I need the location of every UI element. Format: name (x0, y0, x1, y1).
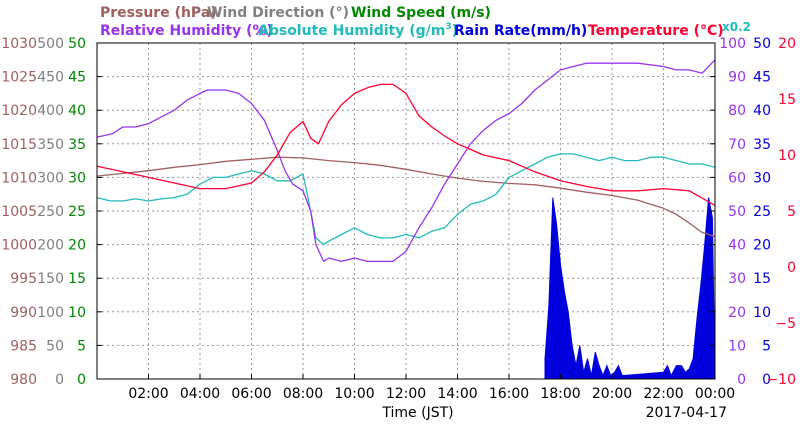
series-rain-rate (544, 197, 716, 380)
left-axes: 1030102510201015101010051000995990985980… (1, 36, 86, 388)
tick-label-wind-direction: 250 (37, 204, 64, 220)
tick-label-wind-direction: 0 (55, 372, 64, 388)
tick-label-wind-direction: 350 (37, 137, 64, 153)
tick-label-wind-speed: 0 (77, 372, 86, 388)
tick-label-pressure: 1015 (1, 137, 37, 153)
x-tick-label: 14:00 (437, 386, 477, 402)
x-tick-label: 10:00 (334, 386, 374, 402)
series-pressure (96, 156, 716, 238)
tick-label-relative-humidity: 40 (728, 238, 746, 254)
tick-label-relative-humidity: 90 (728, 70, 746, 86)
tick-label-temperature: 10 (778, 148, 796, 164)
legend-rain-rate: Rain Rate(mm/h) (454, 23, 587, 39)
tick-label-temperature: −5 (775, 316, 796, 332)
x-tick-label: 20:00 (592, 386, 632, 402)
tick-label-pressure: 1020 (1, 103, 37, 119)
tick-label-wind-speed: 10 (68, 305, 86, 321)
tick-label-wind-speed: 5 (77, 338, 86, 354)
tick-label-relative-humidity: 80 (728, 103, 746, 119)
tick-label-wind-speed: 20 (68, 238, 86, 254)
tick-label-pressure: 985 (10, 338, 37, 354)
x-tick-label: 08:00 (283, 386, 323, 402)
tick-label-wind-direction: 100 (37, 305, 64, 321)
x-tick-label: 00:00 (695, 386, 735, 402)
tick-label-relative-humidity: 10 (728, 338, 746, 354)
tick-label-rain-rate: 5 (762, 338, 771, 354)
tick-label-wind-speed: 40 (68, 103, 86, 119)
tick-label-wind-direction: 200 (37, 238, 64, 254)
plot-area (96, 59, 716, 380)
x-tick-label: 18:00 (540, 386, 580, 402)
tick-label-rain-rate: 20 (753, 238, 771, 254)
legend-relative-humidity: Relative Humidity (%) (100, 23, 273, 39)
legend-wind-direction: Wind Direction (°) (207, 5, 349, 21)
tick-label-rain-rate: 45 (753, 70, 771, 86)
right-axes: 1009080706050403020100504540353025201510… (719, 36, 796, 388)
tick-label-rain-rate: 10 (753, 305, 771, 321)
tick-label-pressure: 1000 (1, 238, 37, 254)
tick-label-relative-humidity: 60 (728, 170, 746, 186)
tick-label-temperature: −10 (766, 372, 796, 388)
series-relative-humidity (96, 59, 716, 263)
tick-label-rain-rate: 0 (762, 372, 771, 388)
series-absolute-humidity (96, 153, 716, 246)
tick-label-wind-speed: 35 (68, 137, 86, 153)
tick-label-temperature: 15 (778, 92, 796, 108)
tick-label-wind-direction: 500 (37, 36, 64, 52)
tick-label-wind-speed: 15 (68, 271, 86, 287)
tick-label-wind-direction: 150 (37, 271, 64, 287)
tick-label-wind-speed: 25 (68, 204, 86, 220)
tick-label-wind-speed: 45 (68, 70, 86, 86)
tick-label-pressure: 1005 (1, 204, 37, 220)
date-label: 2017-04-17 (646, 405, 727, 421)
tick-label-wind-direction: 50 (46, 338, 64, 354)
legend-absolute-humidity: Absolute Humidity (g/m3) (258, 22, 458, 39)
legend-pressure: Pressure (hPa) (100, 5, 217, 21)
legend-temperature: Temperature (°C) (588, 23, 724, 39)
tick-label-wind-speed: 30 (68, 170, 86, 186)
tick-label-pressure: 1025 (1, 70, 37, 86)
tick-label-temperature: 20 (778, 36, 796, 52)
x-tick-label: 06:00 (231, 386, 271, 402)
tick-label-relative-humidity: 70 (728, 137, 746, 153)
tick-label-wind-speed: 50 (68, 36, 86, 52)
tick-label-pressure: 990 (10, 305, 37, 321)
legend-rain-scale: x0.2 (722, 20, 751, 34)
tick-label-rain-rate: 35 (753, 137, 771, 153)
tick-label-rain-rate: 25 (753, 204, 771, 220)
x-tick-label: 12:00 (386, 386, 426, 402)
tick-label-rain-rate: 50 (753, 36, 771, 52)
series-temperature (96, 83, 716, 206)
tick-label-relative-humidity: 20 (728, 305, 746, 321)
x-tick-label: 04:00 (180, 386, 220, 402)
tick-label-relative-humidity: 100 (719, 36, 746, 52)
x-axis: 02:00 04:00 06:00 08:00 10:00 12:00 14:00 16:00… (128, 386, 735, 402)
tick-label-temperature: 5 (787, 204, 796, 220)
tick-label-wind-direction: 450 (37, 70, 64, 86)
x-tick-label: 22:00 (643, 386, 683, 402)
x-tick-label: 02:00 (128, 386, 168, 402)
legend-absolute-humidity-close: ) (452, 23, 458, 39)
plot-frame (96, 42, 716, 380)
x-tick-label: 16:00 (489, 386, 529, 402)
legend-wind-speed: Wind Speed (m/s) (351, 5, 491, 21)
tick-label-pressure: 1010 (1, 170, 37, 186)
tick-label-rain-rate: 30 (753, 170, 771, 186)
grid (97, 43, 715, 379)
tick-label-rain-rate: 40 (753, 103, 771, 119)
tick-label-rain-rate: 15 (753, 271, 771, 287)
tick-label-pressure: 995 (10, 271, 37, 287)
x-axis-title: Time (JST) (381, 405, 453, 421)
tick-label-temperature: 0 (787, 260, 796, 276)
tick-label-wind-direction: 300 (37, 170, 64, 186)
tick-label-wind-direction: 400 (37, 103, 64, 119)
tick-label-pressure: 1030 (1, 36, 37, 52)
tick-label-pressure: 980 (10, 372, 37, 388)
legend-absolute-humidity-text: Absolute Humidity (g/m (258, 23, 445, 39)
tick-label-relative-humidity: 30 (728, 271, 746, 287)
legend-absolute-humidity-sup: 3 (445, 22, 451, 32)
tick-label-relative-humidity: 0 (737, 372, 746, 388)
tick-label-relative-humidity: 50 (728, 204, 746, 220)
